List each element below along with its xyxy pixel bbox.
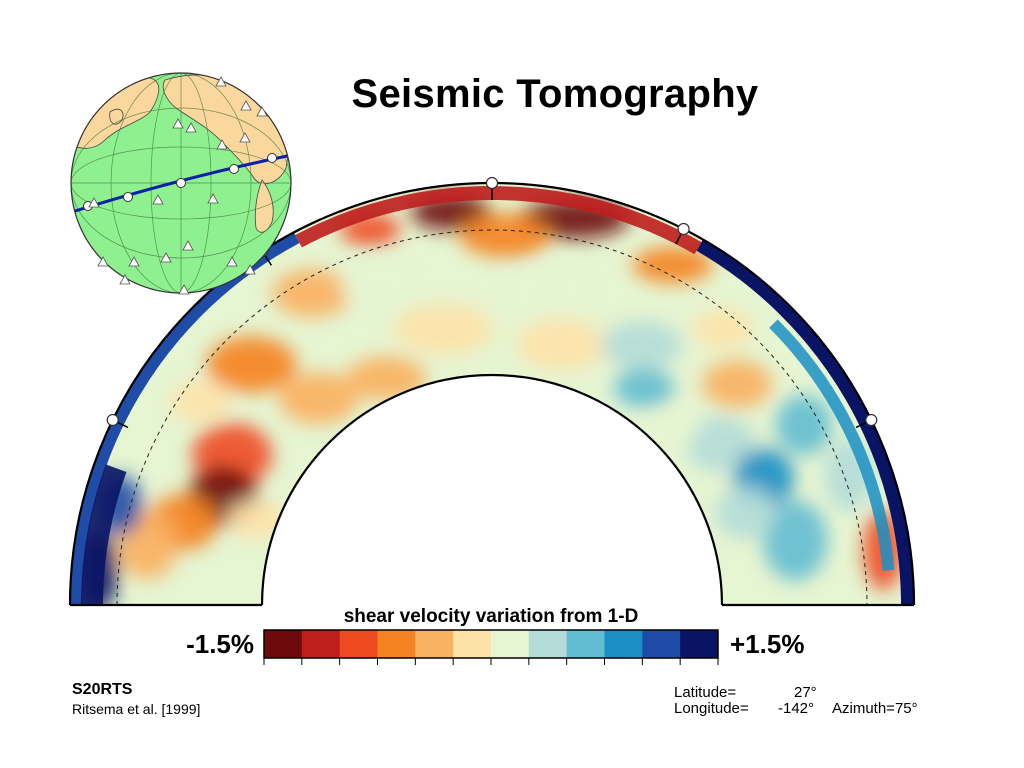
surface-marker — [865, 413, 878, 427]
anomaly-blob — [775, 395, 832, 455]
colorbar-swatch — [339, 630, 378, 658]
colorbar-swatch — [491, 630, 530, 658]
anomaly-blob — [171, 379, 232, 424]
colorbar-swatch — [453, 630, 492, 658]
discontinuity-660-line — [116, 229, 868, 606]
anomaly-blob — [340, 263, 411, 308]
colorbar-label: shear velocity variation from 1-D — [343, 606, 639, 627]
colorbar — [263, 629, 719, 665]
anomaly-blob — [763, 500, 828, 581]
anomaly-blob — [613, 367, 674, 408]
anomaly-blob — [638, 408, 699, 449]
colorbar-swatch — [377, 630, 416, 658]
land-central-america — [254, 179, 274, 233]
rim-band — [696, 238, 914, 605]
station-triangle — [207, 193, 219, 204]
surface-marker — [106, 413, 119, 427]
surface-marker — [677, 222, 690, 236]
rim-band — [295, 186, 702, 255]
station-triangle — [216, 139, 228, 150]
station-triangle — [178, 284, 190, 295]
station-triangle — [160, 252, 172, 263]
profile-marker — [176, 178, 186, 188]
colorbar-swatch — [604, 630, 643, 658]
model-name: S20RTS — [72, 681, 133, 698]
station-triangle — [240, 100, 252, 111]
station-triangle — [185, 122, 197, 133]
profile-marker — [229, 164, 239, 174]
anomaly-blob — [393, 303, 494, 356]
citation: Ritsema et al. [1999] — [72, 701, 201, 717]
profile-marker — [267, 153, 277, 163]
station-triangle — [152, 194, 164, 205]
station-triangle — [172, 118, 184, 129]
anomaly-blob — [346, 356, 427, 401]
colorbar-swatch — [642, 630, 681, 658]
station-triangle — [119, 274, 131, 285]
colorbar-swatch — [680, 630, 719, 658]
colorbar-swatch — [415, 630, 454, 658]
colorbar-swatch — [528, 630, 568, 658]
anomaly-blob — [206, 336, 297, 393]
inset-globe — [70, 72, 292, 295]
station-triangle — [215, 76, 227, 87]
surface-marker — [485, 176, 499, 190]
station-triangle — [128, 256, 140, 267]
latitude-value: 27° — [794, 684, 817, 701]
station-triangle — [244, 264, 256, 275]
station-triangle — [182, 240, 194, 251]
anomaly-blob — [227, 499, 288, 540]
colorbar-swatch — [566, 630, 605, 658]
longitude-value: -142° — [778, 700, 815, 717]
station-triangle — [97, 256, 109, 267]
colorbar-max-label: +1.5% — [730, 629, 805, 659]
anomaly-blob — [272, 269, 352, 318]
rim-band — [81, 464, 127, 605]
anomaly-blob — [507, 269, 588, 310]
anomaly-blob — [702, 360, 773, 409]
anomaly-blob — [686, 416, 757, 473]
colorbar-swatch — [301, 630, 341, 658]
azimuth-value: Azimuth=75° — [832, 700, 918, 717]
profile-marker — [123, 192, 133, 202]
anomaly-blob — [516, 318, 607, 371]
colorbar-min-label: -1.5% — [186, 629, 254, 659]
longitude-label: Longitude= — [674, 700, 749, 717]
station-triangle — [88, 197, 100, 208]
anomaly-blob — [602, 321, 682, 370]
anomaly-blob — [693, 309, 754, 350]
anomaly-blob — [632, 247, 713, 284]
station-triangle — [226, 256, 238, 267]
colorbar-swatch — [264, 630, 303, 658]
station-triangle — [239, 132, 251, 143]
rim-band — [769, 319, 895, 571]
station-triangle — [256, 106, 268, 117]
page-title: Seismic Tomography — [351, 72, 759, 116]
anomaly-blob — [278, 372, 359, 425]
anomaly-blob — [459, 213, 550, 258]
latitude-label: Latitude= — [674, 684, 737, 701]
anomaly-blob — [715, 486, 776, 539]
